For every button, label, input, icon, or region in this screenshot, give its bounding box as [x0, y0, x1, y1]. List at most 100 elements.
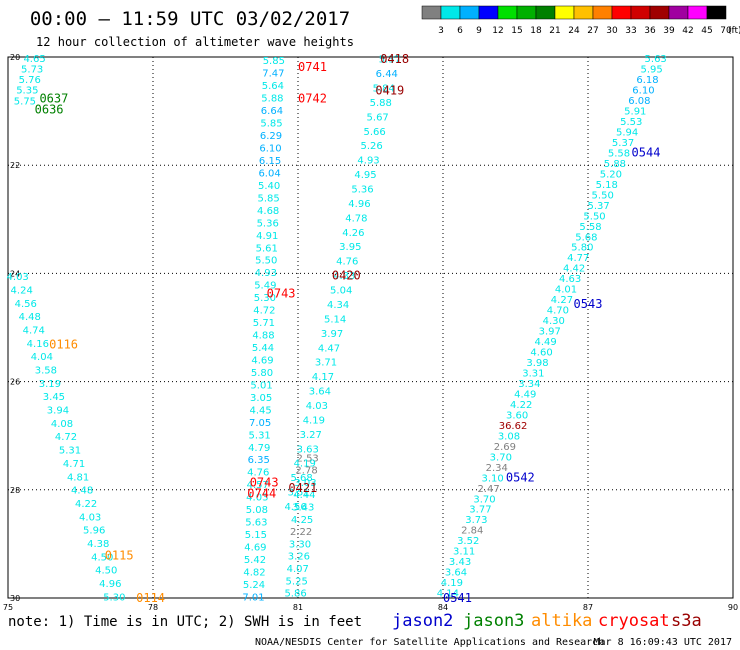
pass-time-label: 0543: [574, 297, 603, 311]
wave-height-label: 4.19: [294, 459, 316, 470]
wave-height-label: 4.19: [441, 578, 463, 589]
wave-height-label: 36.62: [499, 421, 528, 432]
wave-height-label: 5.95: [640, 65, 662, 76]
wave-height-label: 5.73: [21, 65, 43, 76]
wave-height-label: 4.50: [95, 566, 117, 577]
wave-height-label: 3.97: [539, 327, 561, 338]
scale-swatch: [668, 5, 689, 20]
wave-height-label: 5.68: [291, 473, 313, 484]
scale-label: 6: [457, 26, 463, 36]
scale-label: 33: [625, 26, 636, 36]
wave-height-label: 6.04: [258, 168, 280, 179]
wave-height-label: 3.94: [47, 406, 69, 417]
wave-height-label: 3.26: [288, 552, 310, 563]
scale-swatch: [440, 5, 461, 20]
wave-height-label: 4.72: [55, 432, 77, 443]
wave-height-label: 5.44: [252, 343, 274, 354]
wave-height-label: 5.85: [263, 56, 285, 67]
wave-height-label: 2.84: [461, 526, 483, 537]
wave-height-label: 5.08: [246, 505, 268, 516]
wave-height-label: 4.03: [306, 401, 328, 412]
axis-tick-labels: 75 78 81 84 87 90 20 22 24 26 28 30: [3, 53, 738, 612]
scale-swatch: [459, 5, 480, 20]
scale-label: 30: [606, 26, 618, 36]
wave-height-label: 3.05: [250, 393, 272, 404]
pass-time-label: 0420: [332, 268, 361, 282]
x-tick-label: 90: [728, 603, 738, 612]
wave-height-label: 4.56: [15, 299, 37, 310]
wave-height-label: 4.45: [249, 405, 271, 416]
wave-height-label: 4.72: [253, 306, 275, 317]
wave-height-label: 3.03: [294, 478, 316, 489]
wave-height-label: 5.94: [616, 127, 638, 138]
wave-height-label: 4.60: [530, 348, 552, 359]
scale-swatch: [630, 5, 651, 20]
wave-height-label: 4.63: [559, 274, 581, 285]
wave-height-label: 4.19: [303, 415, 325, 426]
wave-height-label: 6.10: [259, 144, 281, 155]
pass-time-label: 0544: [632, 146, 661, 160]
wave-height-label: 7.47: [262, 69, 284, 80]
wave-height-label: 3.70: [473, 494, 495, 505]
wave-height-label: 5.63: [645, 54, 667, 65]
wave-height-label: 4.01: [555, 285, 577, 296]
wave-height-label: 3.70: [490, 452, 512, 463]
wave-height-label: 4.03: [246, 493, 268, 504]
scale-label: 39: [663, 26, 675, 36]
wave-height-label: 4.22: [510, 400, 532, 411]
wave-height-label: 5.42: [244, 555, 266, 566]
wave-height-label: 3.43: [292, 503, 314, 514]
pass-time-label: 0418: [380, 52, 409, 66]
wave-height-label: 5.67: [367, 112, 389, 123]
pass-time-label: 0419: [375, 83, 404, 97]
wave-height-label: 4.65: [23, 54, 45, 65]
wave-height-label: 5.80: [251, 368, 273, 379]
wave-height-label: 3.51: [287, 488, 309, 499]
wave-height-label: 4.03: [79, 512, 101, 523]
wave-height-label: 4.16: [27, 339, 49, 350]
wave-height-label: 5.58: [579, 222, 601, 233]
y-tick-label: 24: [10, 269, 20, 278]
pass-time-label: 0116: [49, 338, 78, 352]
wave-height-label: 3.64: [309, 387, 331, 398]
wave-height-label: 3.11: [453, 547, 475, 558]
pass-time-label: 0421: [288, 481, 317, 495]
wave-height-label: 4.44: [293, 490, 315, 501]
wave-height-label: 5.91: [624, 106, 646, 117]
wave-height-label: 4.91: [256, 231, 278, 242]
wave-height-label: 5.88: [604, 159, 626, 170]
wave-height-label: 5.04: [330, 286, 352, 297]
y-tick-label: 28: [10, 486, 20, 495]
wave-height-label: 4.26: [342, 228, 364, 239]
wave-height-label: 4.71: [63, 459, 85, 470]
lat-lon-grid: [8, 57, 733, 598]
wave-height-label: 5.96: [83, 526, 105, 537]
scale-swatch: [592, 5, 613, 20]
scale-swatch: [573, 5, 594, 20]
wave-height-label: 5.66: [363, 127, 385, 138]
wave-height-label: 5.37: [612, 138, 634, 149]
wave-height-label: 3.77: [469, 505, 491, 516]
wave-height-label: 4.88: [252, 331, 274, 342]
wave-height-label: 2.69: [494, 442, 516, 453]
wave-height-label: 5.24: [243, 580, 265, 591]
y-tick-label: 26: [10, 378, 20, 387]
scale-label: 12: [492, 26, 503, 36]
y-tick-label: 20: [10, 53, 20, 62]
wave-height-label: 3.52: [457, 536, 479, 547]
pass-time-label: 0742: [298, 92, 327, 106]
wave-height-label: 5.88: [370, 98, 392, 109]
wave-height-label: 4.17: [312, 372, 334, 383]
wave-height-label: 4.08: [51, 419, 73, 430]
wave-height-label: 4.56: [284, 502, 306, 513]
wave-height-label: 4.34: [327, 300, 349, 311]
wave-height-label: 6.15: [259, 156, 281, 167]
wave-height-label: 3.71: [315, 358, 337, 369]
wave-height-label: 3.98: [526, 358, 548, 369]
wave-height-label: 4.33: [333, 271, 355, 282]
wave-height-label: 5.85: [260, 119, 282, 130]
scale-label: 45: [701, 26, 712, 36]
scale-label: 18: [530, 26, 542, 36]
